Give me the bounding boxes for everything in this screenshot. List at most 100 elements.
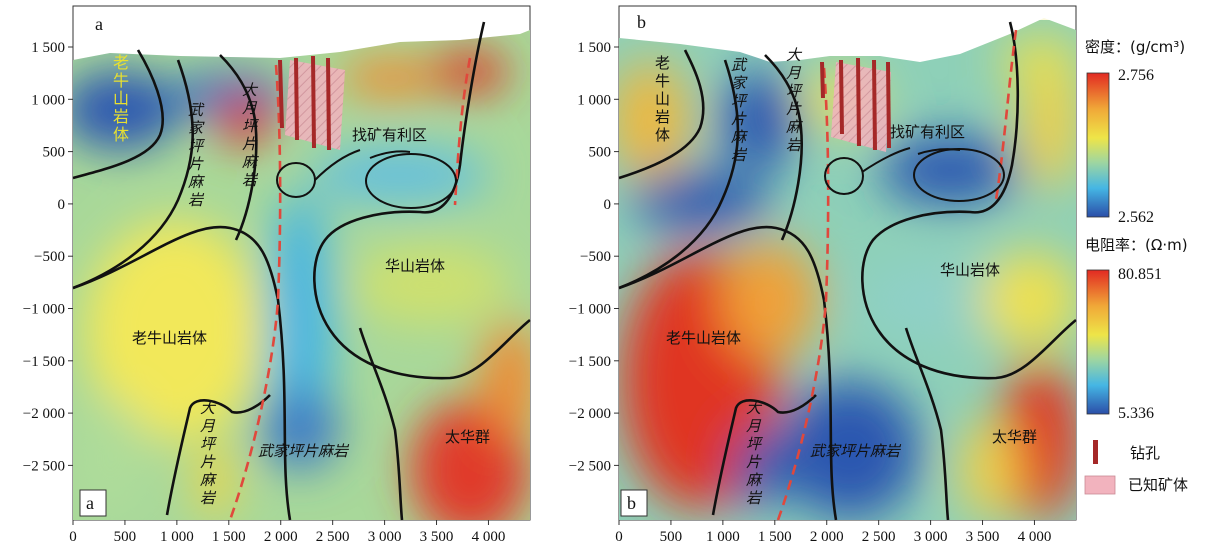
- panel-b-drillholes: [820, 57, 891, 151]
- legend-resistivity-title: 电阻率：(Ω·m): [1085, 236, 1188, 254]
- panel-b-x-tick-label: 3 500: [966, 529, 1000, 545]
- panel-a-corner-label: a: [95, 14, 103, 34]
- panel-a-x-tick-label: 1 000: [160, 529, 194, 545]
- label-char: 牛: [655, 72, 670, 90]
- label-char: 麻: [200, 471, 217, 489]
- label-char: 月: [242, 99, 258, 117]
- panel-a-y-tick-label: 1 500: [31, 40, 65, 56]
- legend-density-min: 2.562: [1118, 209, 1154, 226]
- legend-resistivity-max: 80.851: [1118, 266, 1162, 283]
- panel-a-x-tick-label: 4 000: [472, 529, 506, 545]
- panel-b-y-tick-label: −1 500: [569, 354, 611, 370]
- label-char: 家: [188, 119, 205, 137]
- label-char: 麻: [786, 118, 803, 136]
- panel-b-huashan-label: 华山岩体: [940, 261, 1000, 279]
- label-char: 坪: [731, 92, 748, 110]
- label-char: 家: [731, 74, 748, 92]
- panel-b-x-tick-label: 3 000: [914, 529, 948, 545]
- panel-b-x-tick-label: 2 500: [862, 529, 896, 545]
- panel-b-target-label: 找矿有利区: [890, 123, 965, 141]
- panel-a-y-tick-label: 500: [43, 145, 66, 161]
- label-char: 武: [188, 101, 205, 119]
- label-char: 牛: [113, 71, 129, 90]
- panel-b-corner-label: b: [637, 12, 646, 32]
- panel-a-y-tick-label: 1 000: [31, 92, 65, 108]
- panel-a-axes: 0 500 1 000 1 500 2 000 2 500 3 000 3 500 4 000 1…: [23, 40, 506, 545]
- legend-drillhole: 钻孔: [1130, 444, 1160, 462]
- panel-b-y-tick-label: −2 500: [569, 458, 611, 474]
- panel-b-x-tick-label: 1 000: [706, 529, 740, 545]
- panel-a-y-tick-label: −500: [34, 249, 65, 265]
- legend-resistivity-min: 5.336: [1118, 405, 1154, 422]
- label-char: 山: [655, 90, 670, 108]
- orebody-swatch: [1084, 475, 1116, 495]
- label-char: 片: [731, 110, 747, 128]
- panel-b-bottom-box: [620, 489, 648, 517]
- label-char: 麻: [188, 173, 205, 191]
- panel-b-laoniushan-top: 老牛山岩体: [655, 54, 670, 144]
- panel-b-contacts: [618, 21, 1077, 521]
- panel-b-wujiaping-bottom: 武家坪片麻岩: [810, 442, 902, 460]
- label-char: 坪: [746, 435, 763, 453]
- panel-a-y-tick-label: −1 500: [23, 354, 65, 370]
- panel-a-x-tick-label: 1 500: [212, 529, 246, 545]
- label-char: 岩: [188, 191, 205, 209]
- label-char: 坪: [786, 82, 803, 100]
- panel-b-x-tick-label: 1 500: [758, 529, 792, 545]
- panel-a-x-tick-label: 3 500: [420, 529, 454, 545]
- label-char: 月: [200, 417, 216, 435]
- panel-b-y-tick-label: −500: [580, 249, 611, 265]
- panel-b-laoniushan-bottom: 老牛山岩体: [666, 329, 741, 347]
- panel-a-x-tick-label: 3 000: [368, 529, 402, 545]
- panel-a-y-tick-label: −2 500: [23, 458, 65, 474]
- panel-b-x-tick-label: 0: [615, 529, 623, 545]
- label-char: 坪: [200, 435, 217, 453]
- panel-a-y-tick-label: 0: [58, 197, 66, 213]
- panel-b-y-tick-label: 0: [604, 197, 612, 213]
- panel-a-contacts: [72, 21, 531, 521]
- panel-a-x-tick-label: 2 500: [316, 529, 350, 545]
- panel-b-y-tick-label: 500: [589, 145, 612, 161]
- label-char: 岩: [786, 136, 803, 154]
- panel-b-bottom-label: b: [627, 493, 636, 513]
- panel-b-target-zones: [824, 147, 1005, 202]
- label-char: 岩: [200, 489, 217, 507]
- label-char: 武: [731, 56, 748, 74]
- label-char: 岩: [731, 146, 748, 164]
- legend: 密度：(g/cm³) 2.756 2.562 电阻率：(Ω·m) 80.851 …: [1084, 38, 1188, 495]
- panel-a-target-zones: [276, 149, 457, 209]
- label-char: 月: [786, 64, 802, 82]
- label-char: 岩: [242, 171, 259, 189]
- panel-b-x-tick-label: 500: [660, 529, 683, 545]
- panel-a-wujiaping-top: 武家坪片麻岩: [188, 101, 205, 209]
- label-char: 片: [200, 453, 216, 471]
- panel-a-y-tick-label: −2 000: [23, 406, 65, 422]
- label-char: 片: [746, 453, 762, 471]
- panel-a-x-tick-label: 500: [114, 529, 137, 545]
- panel-b-faults: [776, 29, 1018, 521]
- label-char: 岩: [655, 108, 670, 126]
- label-char: 老: [113, 53, 129, 72]
- label-char: 片: [786, 100, 802, 118]
- panel-b-wujiaping-top: 武家坪片麻岩: [731, 56, 748, 164]
- panel-a-bottom-box: [79, 489, 107, 517]
- panel-a-target-label: 找矿有利区: [352, 126, 427, 144]
- panel-b-taihua-label: 太华群: [992, 428, 1037, 446]
- label-char: 岩: [113, 107, 129, 126]
- panel-a-laoniushan-bottom: 老牛山岩体: [132, 329, 207, 347]
- label-char: 岩: [746, 489, 763, 507]
- resistivity-colorbar: [1086, 269, 1110, 415]
- label-char: 麻: [746, 471, 763, 489]
- panel-b-x-tick-label: 4 000: [1018, 529, 1052, 545]
- label-char: 片: [188, 155, 204, 173]
- legend-orebody: 已知矿体: [1128, 476, 1188, 494]
- label-char: 麻: [242, 153, 259, 171]
- label-char: 坪: [188, 137, 205, 155]
- panel-a-drillholes: [278, 55, 331, 151]
- label-char: 大: [746, 399, 763, 417]
- panel-b-x-tick-label: 2 000: [810, 529, 844, 545]
